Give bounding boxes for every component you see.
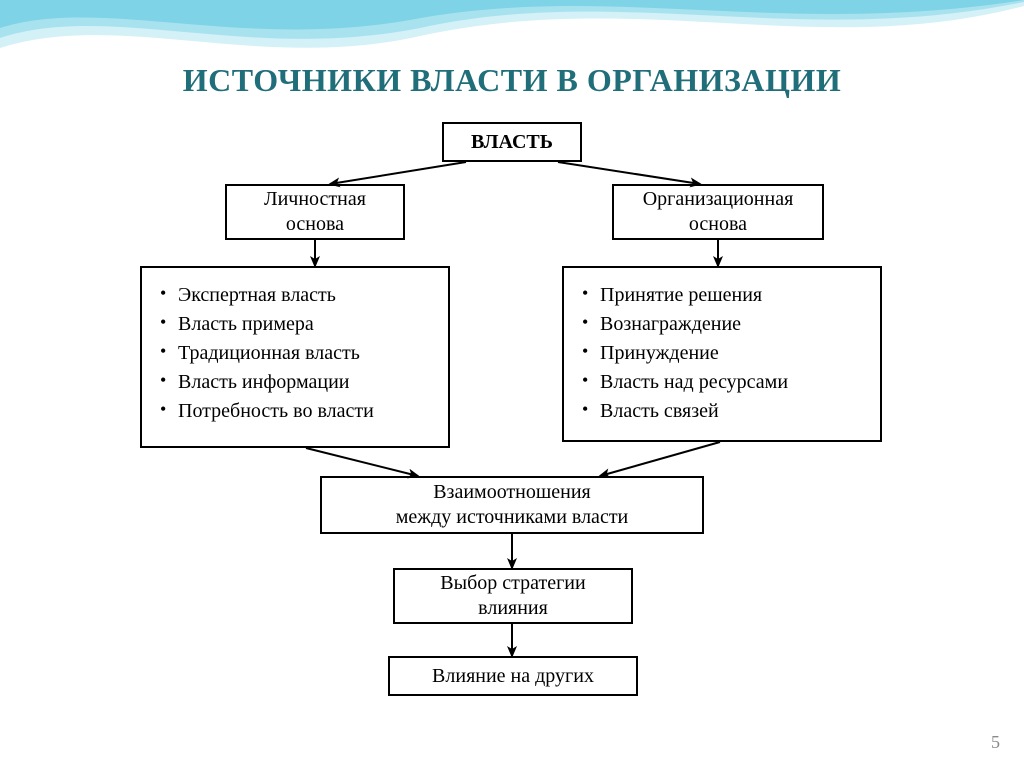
list-item: Власть примера	[156, 313, 434, 336]
node-influence: Влияние на других	[388, 656, 638, 696]
list-personal-sources: Экспертная власть Власть примера Традицион…	[140, 266, 450, 448]
list-item: Власть связей	[578, 400, 866, 423]
list-item: Традиционная власть	[156, 342, 434, 365]
list-item: Потребность во власти	[156, 400, 434, 423]
list-item: Вознаграждение	[578, 313, 866, 336]
list-organizational-sources: Принятие решения Вознаграждение Принуждени…	[562, 266, 882, 442]
list-item: Принуждение	[578, 342, 866, 365]
list-item: Принятие решения	[578, 284, 866, 307]
list-item: Власть над ресурсами	[578, 371, 866, 394]
slide-title: ИСТОЧНИКИ ВЛАСТИ В ОРГАНИЗАЦИИ	[0, 62, 1024, 99]
node-root: ВЛАСТЬ	[442, 122, 582, 162]
node-strategy: Выбор стратегиивлияния	[393, 568, 633, 624]
node-organizational-basis: Организационнаяоснова	[612, 184, 824, 240]
node-personal-basis: Личностнаяоснова	[225, 184, 405, 240]
node-relations: Взаимоотношениямежду источниками власти	[320, 476, 704, 534]
list-item: Власть информации	[156, 371, 434, 394]
page-number: 5	[991, 732, 1000, 753]
slide: ИСТОЧНИКИ ВЛАСТИ В ОРГАНИЗАЦИИ ВЛАСТЬ Ли…	[0, 0, 1024, 767]
list-item: Экспертная власть	[156, 284, 434, 307]
